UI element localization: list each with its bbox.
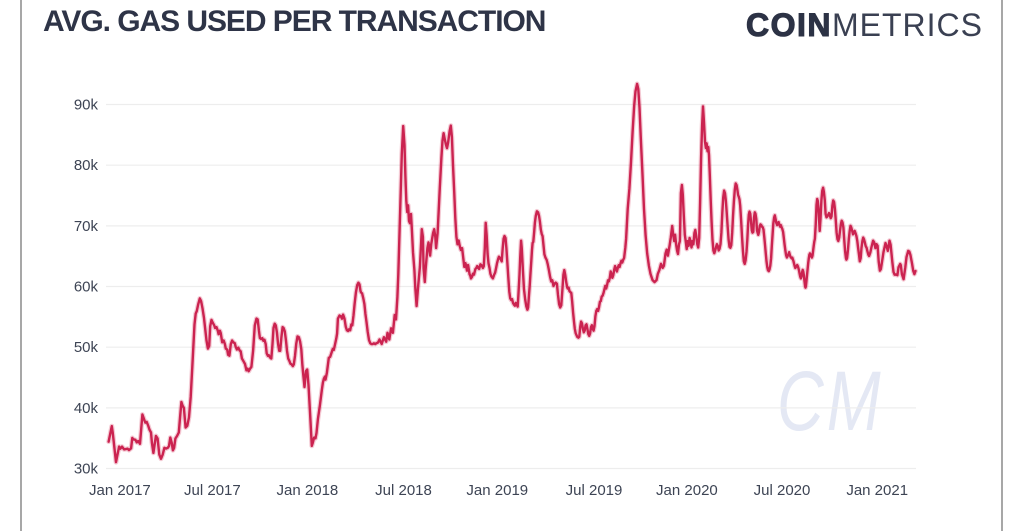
svg-text:80k: 80k — [74, 157, 99, 174]
svg-text:60k: 60k — [74, 279, 99, 296]
svg-text:70k: 70k — [74, 218, 99, 235]
svg-text:Jul 2019: Jul 2019 — [566, 482, 623, 499]
svg-text:90k: 90k — [74, 97, 99, 114]
svg-text:Jul 2018: Jul 2018 — [375, 482, 432, 499]
svg-text:Jan 2017: Jan 2017 — [89, 482, 151, 499]
svg-text:Jan 2018: Jan 2018 — [277, 482, 339, 499]
svg-text:Jan 2019: Jan 2019 — [466, 482, 528, 499]
svg-text:Jan 2021: Jan 2021 — [846, 482, 908, 499]
svg-text:CM: CM — [777, 354, 884, 448]
svg-text:Jul 2020: Jul 2020 — [754, 482, 811, 499]
svg-text:Jul 2017: Jul 2017 — [184, 482, 241, 499]
svg-text:50k: 50k — [74, 339, 99, 356]
svg-text:Jan 2020: Jan 2020 — [656, 482, 718, 499]
svg-text:30k: 30k — [74, 461, 99, 478]
svg-text:40k: 40k — [74, 400, 99, 417]
